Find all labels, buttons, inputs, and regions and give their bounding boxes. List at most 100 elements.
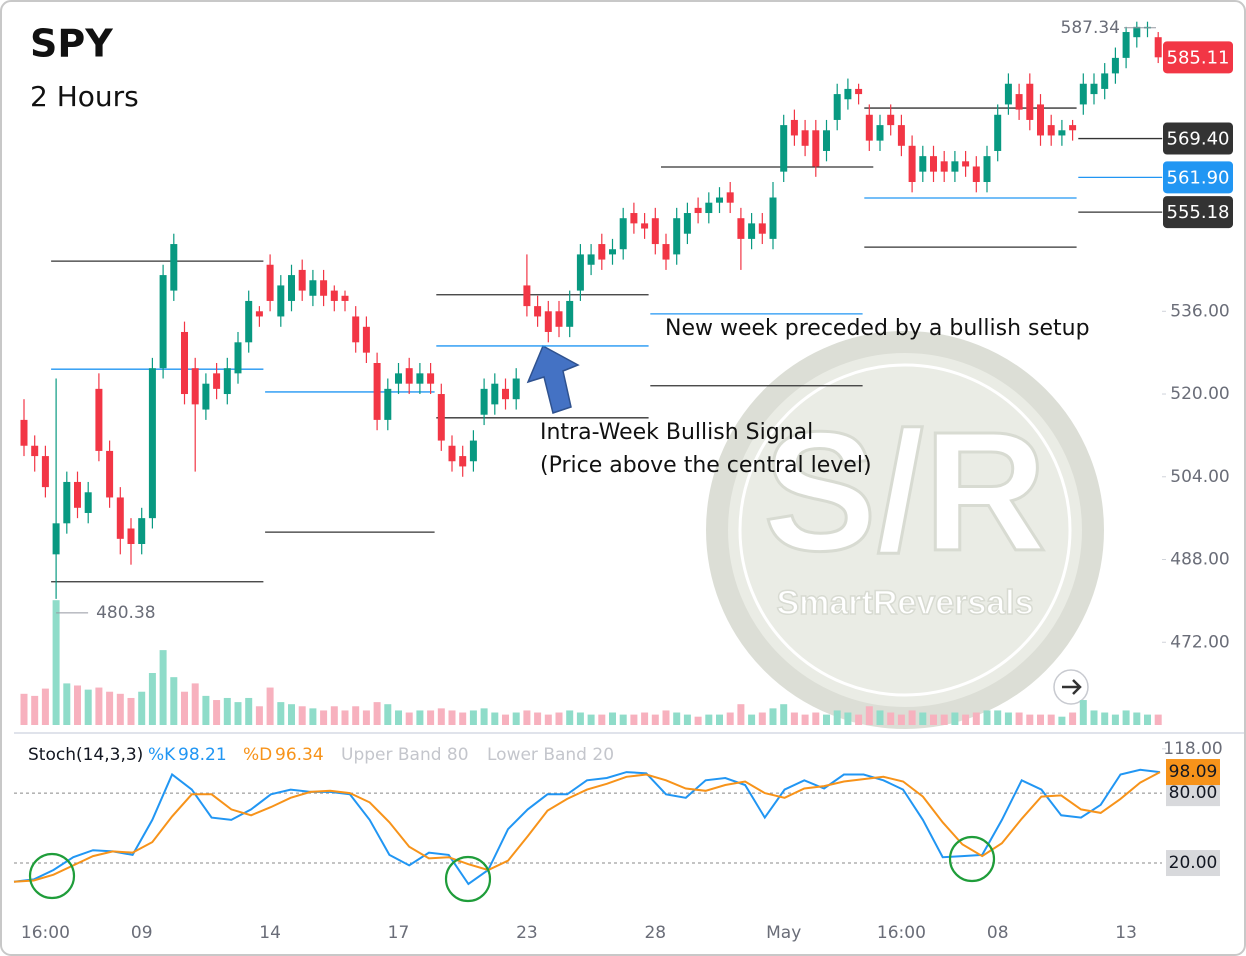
candle-body: [127, 528, 135, 544]
level-label: 555.18: [1167, 202, 1230, 223]
volume-bar: [341, 710, 349, 725]
volume-bar: [480, 708, 488, 725]
volume-bar: [812, 712, 820, 725]
level-label-box: [1163, 122, 1233, 155]
volume-bar: [52, 600, 60, 725]
volume-bar: [1079, 700, 1087, 725]
candle-body: [202, 383, 210, 410]
candle-body: [823, 130, 830, 151]
volume-bar: [683, 714, 691, 725]
legend-upper-band: Upper Band 80: [341, 745, 469, 765]
volume-bar: [1111, 714, 1119, 725]
candle-body: [673, 218, 681, 255]
stoch-line: [13, 768, 1161, 886]
volume-bar: [1058, 716, 1066, 725]
volume-bar: [223, 697, 231, 725]
volume-bar: [1037, 714, 1044, 725]
volume-bar: [405, 712, 413, 725]
watermark-mark: S/R: [763, 397, 1046, 587]
candle-body: [255, 311, 263, 317]
candle-body: [309, 280, 317, 296]
watermark: S/R SmartReversals: [706, 331, 1104, 729]
candle-body: [844, 88, 852, 100]
volume-bar: [191, 683, 199, 725]
candle-body: [405, 368, 413, 384]
x-tick-label: 17: [388, 923, 410, 943]
volume-bar: [330, 706, 338, 725]
candle-body: [116, 497, 124, 539]
volume-bar: [1004, 712, 1012, 725]
low-marker-label: 480.38: [96, 603, 155, 623]
candle-body: [416, 373, 424, 384]
candle-body: [780, 125, 788, 172]
candle-body: [138, 518, 146, 544]
candle-body: [555, 311, 563, 327]
candle-body: [1111, 57, 1119, 74]
candle-body: [20, 419, 28, 446]
volume-bar: [266, 687, 274, 725]
chart-subtitle: 2 Hours: [30, 80, 139, 113]
volume-bar: [641, 712, 649, 725]
last-price-label: 585.11: [1167, 47, 1230, 68]
x-tick-label: May: [766, 923, 801, 943]
candle-body: [106, 450, 114, 498]
watermark-inner-ring: [738, 363, 1072, 697]
candle-body: [245, 300, 253, 343]
volume-bar: [1122, 710, 1130, 725]
volume-bar: [116, 693, 124, 725]
candle-body: [523, 285, 531, 307]
candle-body: [437, 394, 445, 441]
candle-body: [662, 244, 670, 260]
candle-body: [812, 130, 820, 167]
y-tick-label: 488.00: [1170, 550, 1229, 570]
last-price-box: [1163, 41, 1233, 74]
candle-body: [459, 456, 467, 467]
candle-body: [972, 166, 980, 182]
candle-body: [1122, 32, 1130, 58]
candle-body: [95, 388, 103, 451]
candle-body: [234, 342, 242, 374]
high-marker-label: 587.34: [1061, 18, 1120, 38]
x-tick-label: 13: [1115, 923, 1137, 943]
volume-bar: [555, 712, 563, 725]
x-tick-label: 08: [987, 923, 1009, 943]
volume-bar: [1133, 712, 1141, 725]
volume-bar: [159, 650, 167, 725]
candle-body: [1090, 83, 1098, 95]
candle-body: [384, 388, 392, 420]
candle-body: [330, 290, 338, 301]
candle-body: [833, 94, 841, 120]
volume-bar: [919, 712, 927, 725]
candle-body: [641, 223, 649, 229]
candle-body: [41, 456, 49, 488]
volume-bar: [373, 702, 381, 725]
volume-bar: [502, 714, 509, 725]
candle-body: [1154, 37, 1162, 58]
volume-bar: [1069, 712, 1077, 725]
candle-body: [705, 202, 713, 214]
volume-bar: [887, 712, 895, 725]
volume-bar: [790, 712, 798, 725]
candle-body: [940, 161, 948, 172]
y-tick-label: 80.00: [1169, 783, 1218, 803]
volume-bar: [1015, 712, 1023, 725]
volume-bar: [352, 706, 360, 725]
candle-body: [598, 244, 606, 260]
candle-body: [320, 280, 328, 296]
candle-body: [1079, 83, 1087, 105]
y-tick-label: 536.00: [1170, 301, 1229, 321]
volume-bar: [598, 714, 606, 725]
y-tick-label: 520.00: [1170, 384, 1229, 404]
volume-bar: [748, 714, 756, 725]
volume-bar: [523, 710, 531, 725]
stoch-legend: Stoch(14,3,3) %K 98.21 %D 96.34 Upper Ba…: [28, 745, 614, 765]
candle-body: [694, 207, 702, 214]
chart-title: SPY: [30, 22, 113, 66]
y-tick-label: 118.00: [1163, 739, 1222, 759]
volume-bar: [20, 693, 28, 725]
candle-body: [855, 88, 863, 95]
volume-bar: [930, 714, 937, 725]
scroll-arrow: [1062, 679, 1082, 695]
volume-bar: [534, 712, 542, 725]
candle-body: [181, 331, 188, 395]
